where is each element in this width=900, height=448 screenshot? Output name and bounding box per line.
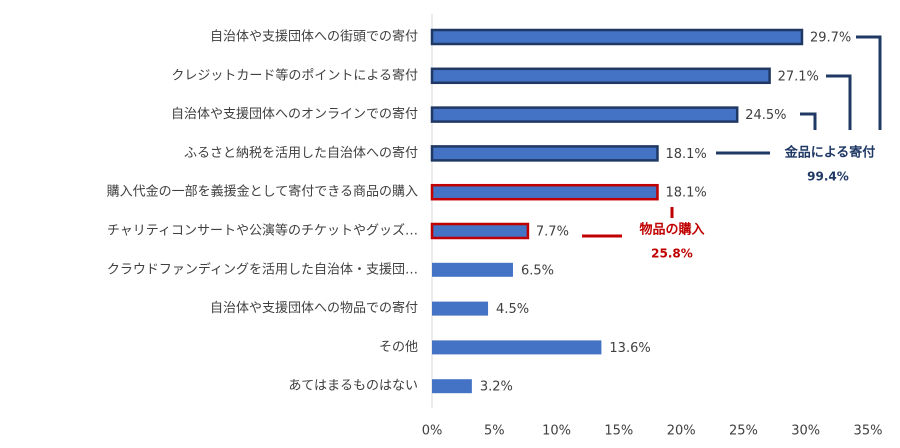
bar bbox=[430, 145, 659, 162]
x-tick-label: 15% bbox=[604, 424, 633, 439]
value-label: 6.5% bbox=[521, 263, 554, 278]
y-tick-label: 自治体や支援団体への物品での寄付 bbox=[210, 300, 418, 316]
annotation-value: 99.4% bbox=[807, 170, 849, 184]
value-label: 18.1% bbox=[665, 147, 706, 162]
y-tick-label: ふるさと納税を活用した自治体への寄付 bbox=[184, 145, 418, 161]
y-tick-label: その他 bbox=[379, 340, 418, 355]
x-tick-label: 25% bbox=[729, 424, 758, 439]
value-label: 4.5% bbox=[496, 302, 529, 317]
bar bbox=[432, 301, 489, 316]
x-tick-label: 0% bbox=[422, 424, 443, 439]
y-tick-label: あてはまるものはない bbox=[289, 379, 418, 394]
y-tick-label: クラウドファンディングを活用した自治体・支援団… bbox=[107, 261, 418, 277]
bar bbox=[432, 340, 602, 355]
bar bbox=[432, 379, 472, 394]
value-label: 7.7% bbox=[536, 225, 569, 240]
value-label: 13.6% bbox=[609, 341, 650, 356]
bar bbox=[430, 222, 530, 240]
x-tick-label: 20% bbox=[667, 424, 696, 439]
value-label: 18.1% bbox=[665, 186, 706, 201]
bar bbox=[430, 106, 739, 123]
annotation: 物品の購入 bbox=[639, 222, 704, 238]
x-tick-label: 10% bbox=[542, 424, 571, 439]
value-label: 29.7% bbox=[810, 31, 851, 46]
brackets bbox=[582, 35, 882, 238]
value-label: 3.2% bbox=[480, 380, 513, 395]
annotation-value: 25.8% bbox=[651, 247, 693, 261]
x-tick-label: 30% bbox=[791, 424, 820, 439]
value-label: 27.1% bbox=[778, 69, 819, 84]
y-tick-label: チャリティコンサートや公演等のチケットやグッズ… bbox=[107, 223, 418, 239]
bracket bbox=[800, 112, 817, 130]
y-tick-label: 購入代金の一部を義援金として寄付できる商品の購入 bbox=[107, 184, 418, 200]
bar bbox=[430, 183, 659, 201]
x-tick-label: 5% bbox=[484, 424, 505, 439]
y-tick-label: 自治体や支援団体への街頭での寄付 bbox=[210, 29, 418, 45]
annotation: 金品による寄付 bbox=[784, 145, 876, 161]
bar bbox=[430, 28, 804, 46]
bar bbox=[430, 67, 771, 85]
x-tick-label: 35% bbox=[854, 424, 883, 439]
bar bbox=[432, 262, 513, 277]
y-tick-label: 自治体や支援団体へのオンラインでの寄付 bbox=[171, 106, 418, 122]
bracket bbox=[826, 74, 852, 130]
y-tick-label: クレジットカード等のポイントによる寄付 bbox=[171, 67, 418, 83]
value-label: 24.5% bbox=[745, 108, 786, 123]
bracket bbox=[856, 35, 882, 130]
